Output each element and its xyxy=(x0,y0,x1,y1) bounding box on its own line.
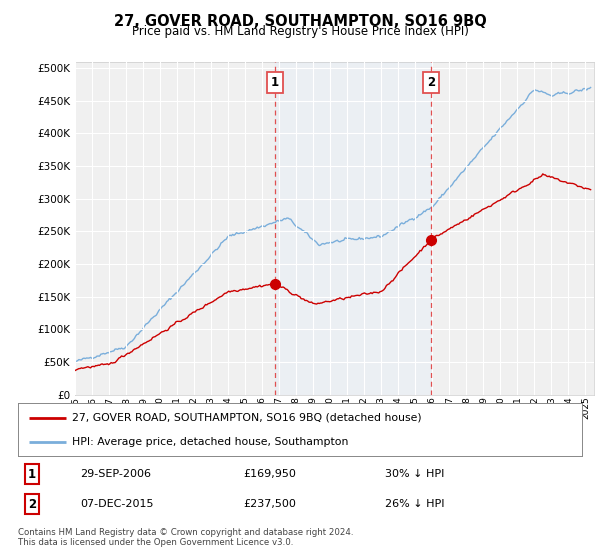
Text: HPI: Average price, detached house, Southampton: HPI: Average price, detached house, Sout… xyxy=(71,437,348,447)
Bar xyxy=(275,62,431,395)
Text: 1: 1 xyxy=(28,468,36,480)
Text: 27, GOVER ROAD, SOUTHAMPTON, SO16 9BQ (detached house): 27, GOVER ROAD, SOUTHAMPTON, SO16 9BQ (d… xyxy=(71,413,421,423)
Text: Contains HM Land Registry data © Crown copyright and database right 2024.
This d: Contains HM Land Registry data © Crown c… xyxy=(18,528,353,547)
Text: 26% ↓ HPI: 26% ↓ HPI xyxy=(385,500,444,509)
Text: 29-SEP-2006: 29-SEP-2006 xyxy=(80,469,151,479)
Text: £237,500: £237,500 xyxy=(244,500,296,509)
Text: 1: 1 xyxy=(271,76,279,89)
Text: 07-DEC-2015: 07-DEC-2015 xyxy=(80,500,154,509)
Text: 30% ↓ HPI: 30% ↓ HPI xyxy=(385,469,444,479)
Text: 2: 2 xyxy=(28,498,36,511)
Text: 2: 2 xyxy=(427,76,435,89)
Text: 27, GOVER ROAD, SOUTHAMPTON, SO16 9BQ: 27, GOVER ROAD, SOUTHAMPTON, SO16 9BQ xyxy=(113,14,487,29)
Text: £169,950: £169,950 xyxy=(244,469,296,479)
Text: Price paid vs. HM Land Registry's House Price Index (HPI): Price paid vs. HM Land Registry's House … xyxy=(131,25,469,38)
